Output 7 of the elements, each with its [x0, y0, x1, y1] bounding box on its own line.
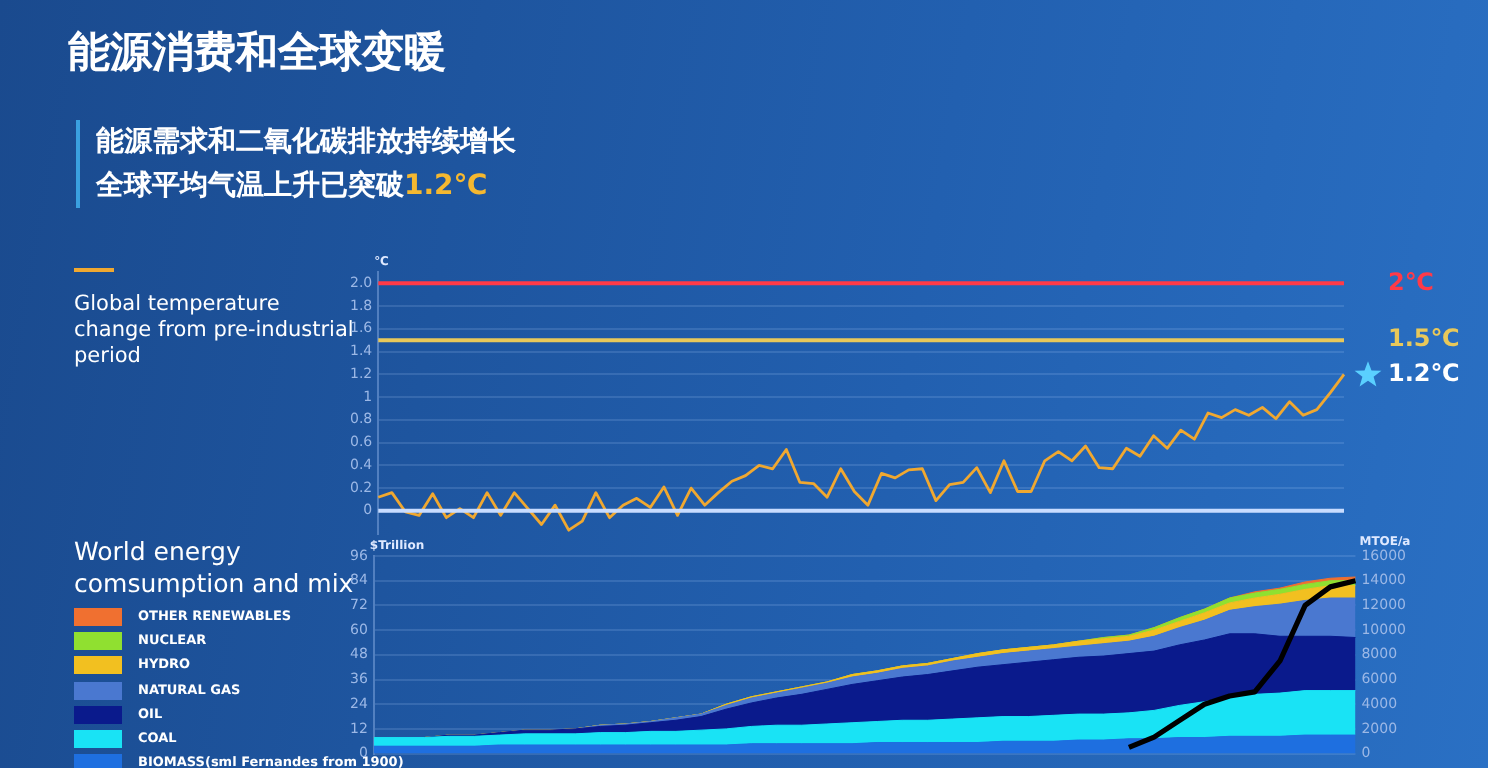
legend-label: Global temperature change from pre-industrial period	[74, 292, 354, 368]
ref-line-label: 2℃	[1388, 267, 1434, 296]
chart-title: 能源消费和全球变暖	[68, 26, 446, 80]
legend-title: World energy comsumption and mix	[74, 536, 354, 598]
chart-subtitle: 能源需求和二氧化碳排放持续增长全球平均气温上升已突破1.2℃	[96, 126, 516, 202]
ref-line-label: 1.5℃	[1388, 324, 1460, 353]
text: 1.2℃	[1388, 358, 1460, 387]
